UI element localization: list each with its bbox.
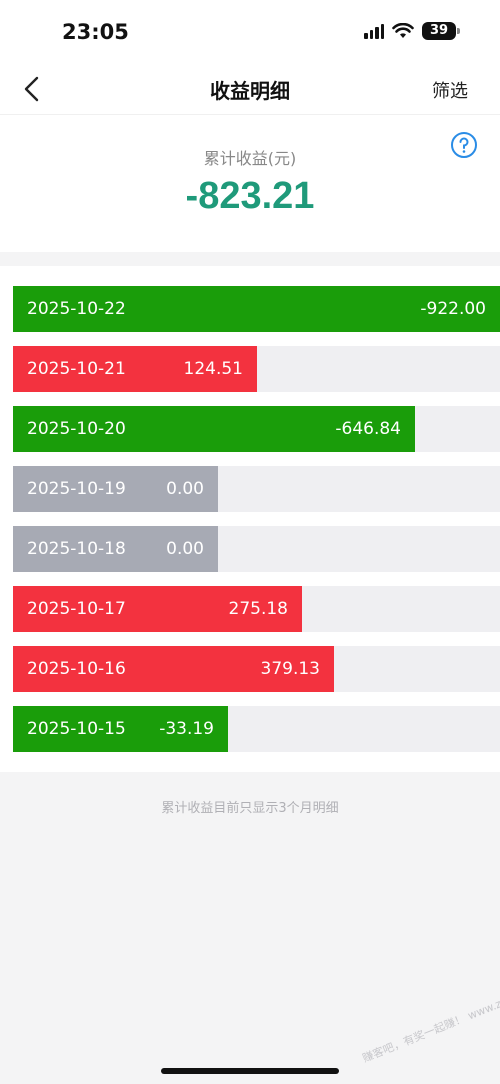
back-button[interactable] xyxy=(18,74,48,104)
help-icon[interactable] xyxy=(450,131,478,159)
signal-icon xyxy=(364,23,384,39)
total-earnings-value: -823.21 xyxy=(185,175,315,217)
earnings-bar xyxy=(13,406,415,452)
record-date: 2025-10-15 xyxy=(27,719,126,739)
filter-button[interactable]: 筛选 xyxy=(432,81,468,102)
page-title: 收益明细 xyxy=(210,79,290,103)
list-item[interactable]: 2025-10-19 0.00 xyxy=(13,466,500,512)
status-time: 23:05 xyxy=(62,20,129,44)
record-date: 2025-10-20 xyxy=(27,419,126,439)
record-amount: -33.19 xyxy=(159,719,214,739)
list-item[interactable]: 2025-10-16 379.13 xyxy=(13,646,500,692)
record-date: 2025-10-19 xyxy=(27,479,126,499)
earnings-bar xyxy=(13,526,218,572)
list-item[interactable]: 2025-10-21 124.51 xyxy=(13,346,500,392)
record-amount: 379.13 xyxy=(260,659,320,679)
earnings-bar xyxy=(13,286,500,332)
record-date: 2025-10-17 xyxy=(27,599,126,619)
earnings-bar xyxy=(13,586,302,632)
watermark: 赚客吧，有奖一起赚！ www.zuanke8.com xyxy=(360,971,500,1065)
list-item[interactable]: 2025-10-17 275.18 xyxy=(13,586,500,632)
record-date: 2025-10-16 xyxy=(27,659,126,679)
wifi-icon xyxy=(392,23,414,38)
list-item[interactable]: 2025-10-18 0.00 xyxy=(13,526,500,572)
earnings-summary: 累计收益(元) -823.21 xyxy=(0,114,500,252)
nav-bar: 收益明细 筛选 xyxy=(0,62,500,114)
battery-icon: 39 xyxy=(422,22,460,40)
status-icons: 39 xyxy=(364,22,460,40)
earnings-bar xyxy=(13,346,257,392)
total-earnings-label: 累计收益(元) xyxy=(203,149,297,168)
list-item[interactable]: 2025-10-20 -646.84 xyxy=(13,406,500,452)
footnote: 累计收益目前只显示3个月明细 xyxy=(161,801,339,816)
earnings-bar xyxy=(13,706,228,752)
daily-earnings-list: 2025-10-22 -922.00 2025-10-21 124.51 2025-10… xyxy=(0,266,500,772)
list-item[interactable]: 2025-10-22 -922.00 xyxy=(13,286,500,332)
record-date: 2025-10-22 xyxy=(27,299,126,319)
record-amount: 0.00 xyxy=(166,539,204,559)
record-date: 2025-10-21 xyxy=(27,359,126,379)
record-amount: 124.51 xyxy=(183,359,243,379)
list-item[interactable]: 2025-10-15 -33.19 xyxy=(13,706,500,752)
record-amount: 0.00 xyxy=(166,479,204,499)
record-amount: 275.18 xyxy=(228,599,288,619)
record-amount: -646.84 xyxy=(335,419,401,439)
record-date: 2025-10-18 xyxy=(27,539,126,559)
home-indicator xyxy=(161,1068,339,1074)
record-amount: -922.00 xyxy=(420,299,486,319)
earnings-bar xyxy=(13,646,334,692)
status-bar: 23:05 39 xyxy=(0,0,500,62)
earnings-bar xyxy=(13,466,218,512)
